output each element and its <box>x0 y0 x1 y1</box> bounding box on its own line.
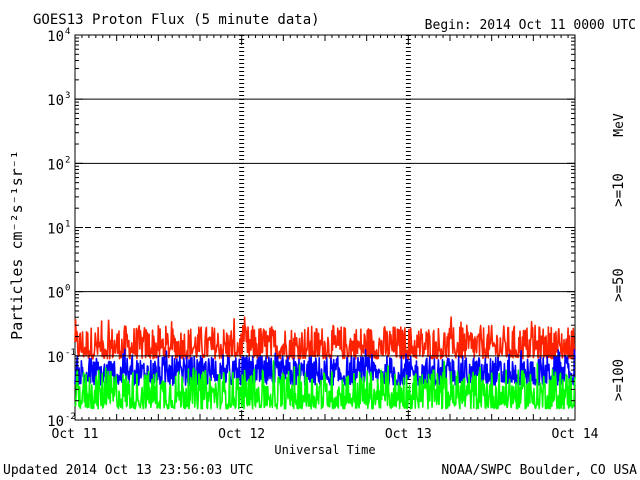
y-tick-label: 10 <box>47 414 64 430</box>
y-tick-exponent: 2 <box>65 155 70 165</box>
y-axis-label: Particles cm⁻²s⁻¹sr⁻¹ <box>8 150 26 340</box>
y-tick-base: 10 <box>47 222 64 238</box>
y-tick-label: 10 <box>47 157 64 173</box>
y-tick-label: 10 <box>47 350 64 366</box>
y-tick-exponent: 3 <box>65 91 70 101</box>
updated-timestamp: Updated 2014 Oct 13 23:56:03 UTC <box>3 463 253 478</box>
x-tick-label: Oct 14 <box>552 427 599 442</box>
y-tick-label: 10 <box>47 29 64 45</box>
y-tick-base: 10 <box>47 286 64 302</box>
legend-ge50: >=50 <box>611 268 627 302</box>
x-tick-label: Oct 12 <box>218 427 265 442</box>
y-tick-label: 10 <box>47 93 64 109</box>
y-tick-base: 10 <box>47 157 64 173</box>
y-tick-exponent: -1 <box>65 348 76 358</box>
legend-ge100: >=100 <box>611 359 627 401</box>
y-tick-exponent: 1 <box>65 220 70 230</box>
y-tick-base: 10 <box>47 350 64 366</box>
y-tick-label: 10 <box>47 286 64 302</box>
y-tick-exponent: -2 <box>65 412 76 422</box>
x-axis-label: Universal Time <box>274 443 375 457</box>
y-tick-base: 10 <box>47 93 64 109</box>
y-tick-exponent: 4 <box>65 27 70 37</box>
legend-unit-mev: MeV <box>612 113 627 137</box>
y-tick-exponent: 0 <box>65 284 70 294</box>
chart-title: GOES13 Proton Flux (5 minute data) <box>33 12 320 28</box>
x-tick-label: Oct 11 <box>52 427 99 442</box>
data-series <box>74 316 576 410</box>
legend-ge10: >=10 <box>611 173 627 207</box>
series-line <box>74 316 576 360</box>
series-line <box>74 360 576 410</box>
y-tick-base: 10 <box>47 29 64 45</box>
y-tick-base: 10 <box>47 414 64 430</box>
credit-label: NOAA/SWPC Boulder, CO USA <box>441 463 637 478</box>
y-tick-label: 10 <box>47 222 64 238</box>
x-tick-label: Oct 13 <box>385 427 432 442</box>
begin-time-label: Begin: 2014 Oct 11 0000 UTC <box>425 18 636 33</box>
